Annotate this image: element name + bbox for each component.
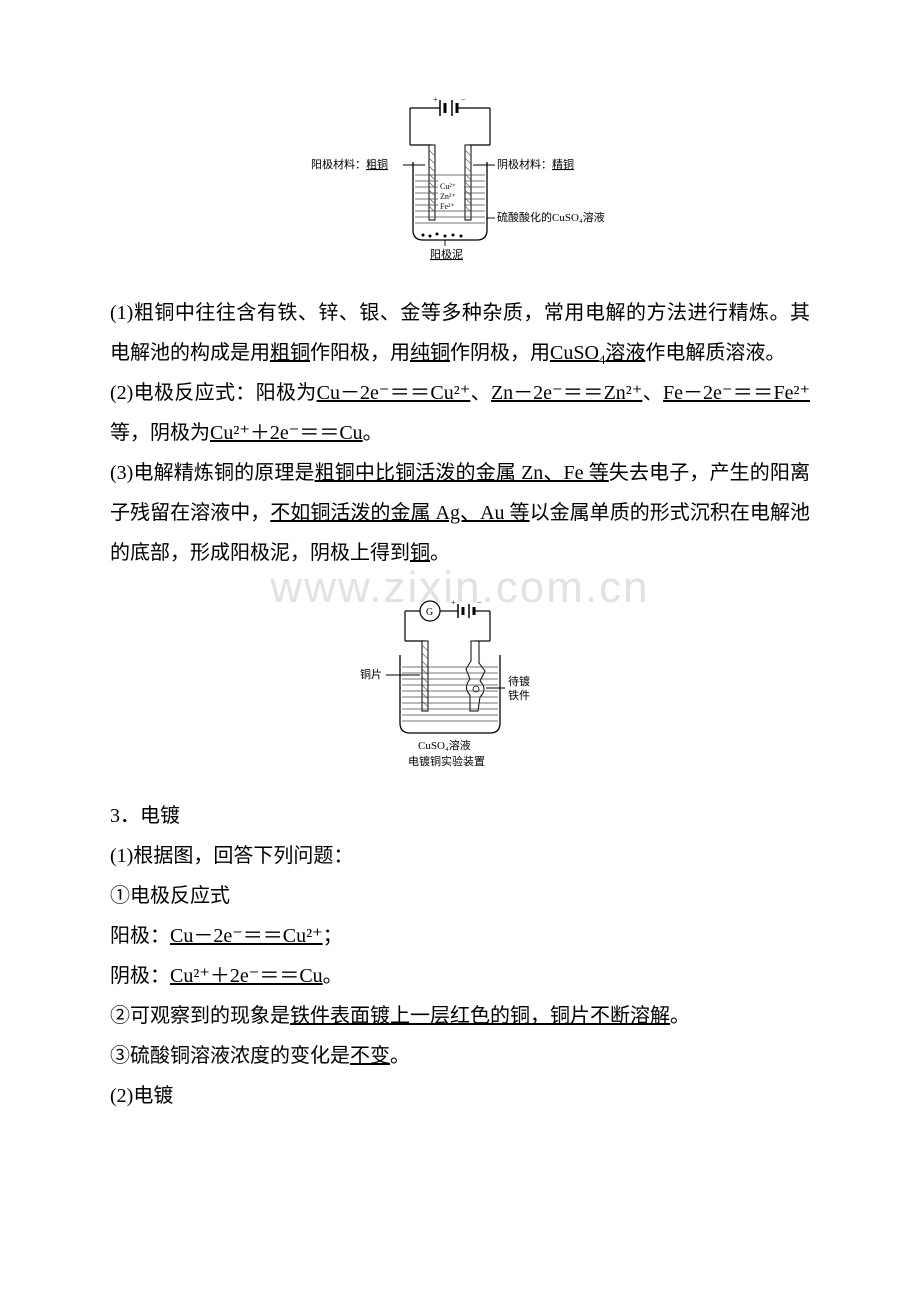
q2: (2)电镀 — [110, 1076, 810, 1116]
svg-text:+: + — [433, 95, 438, 104]
heading-3: 3．电镀 — [110, 796, 810, 836]
svg-text:+: + — [451, 598, 456, 607]
svg-text:Fe²⁺: Fe²⁺ — [440, 202, 455, 211]
figure-electroplating: G + − — [110, 593, 810, 778]
svg-text:阳极泥: 阳极泥 — [430, 247, 463, 261]
q1: (1)根据图，回答下列问题： — [110, 836, 810, 876]
svg-text:硫酸酸化的CuSO₄溶液: 硫酸酸化的CuSO₄溶液 — [497, 210, 605, 224]
para-3: (3)电解精炼铜的原理是粗铜中比铜活泼的金属 Zn、Fe 等失去电子，产生的阳离… — [110, 453, 810, 573]
svg-text:Cu²⁺: Cu²⁺ — [440, 182, 456, 191]
svg-text:Zn²⁺: Zn²⁺ — [440, 192, 456, 201]
svg-text:−: − — [461, 95, 466, 104]
svg-text:待镀: 待镀 — [508, 674, 530, 688]
svg-text:电镀铜实验装置: 电镀铜实验装置 — [408, 754, 485, 768]
anode-line: 阳极：Cu－2e⁻＝＝Cu²⁺； — [110, 916, 810, 956]
q1c: ③硫酸铜溶液浓度的变化是不变。 — [110, 1036, 810, 1076]
q1b: ②可观察到的现象是铁件表面镀上一层红色的铜，铜片不断溶解。 — [110, 996, 810, 1036]
svg-text:−: − — [477, 598, 482, 607]
para-1: (1)粗铜中往往含有铁、锌、银、金等多种杂质，常用电解的方法进行精炼。其电解池的… — [110, 293, 810, 373]
svg-text:G: G — [426, 607, 433, 618]
svg-text:阴极材料：精铜: 阴极材料：精铜 — [497, 157, 574, 171]
para-2: (2)电极反应式：阳极为Cu－2e⁻＝＝Cu²⁺、Zn－2e⁻＝＝Zn²⁺、Fe… — [110, 373, 810, 453]
cathode-line: 阴极：Cu²⁺＋2e⁻＝＝Cu。 — [110, 956, 810, 996]
svg-text:铁件: 铁件 — [508, 689, 530, 702]
svg-text:铜片: 铜片 — [360, 667, 382, 681]
figure-electrorefining: + − — [110, 90, 810, 275]
q1a: ①电极反应式 — [110, 876, 810, 916]
svg-text:CuSO₄溶液: CuSO₄溶液 — [418, 738, 471, 752]
svg-text:阳极材料：粗铜: 阳极材料：粗铜 — [311, 157, 388, 171]
